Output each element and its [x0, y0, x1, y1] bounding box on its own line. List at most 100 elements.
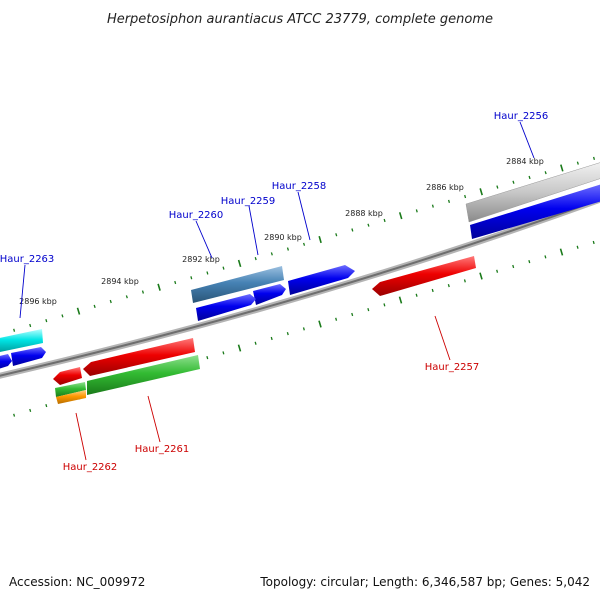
major-tick	[559, 248, 564, 256]
gene-haur-2261-feature[interactable]	[87, 355, 200, 395]
major-tick	[318, 320, 322, 328]
gene-label-haur-2260[interactable]: Haur_2260	[169, 210, 224, 221]
minor-tick	[544, 171, 547, 175]
gene-haur-2261-cds[interactable]	[83, 338, 195, 376]
tick-label: 2892 kbp	[182, 255, 220, 264]
minor-tick	[254, 257, 257, 261]
minor-tick	[109, 299, 112, 304]
minor-tick	[13, 328, 16, 332]
gene-haur-2263-feature[interactable]	[0, 329, 43, 353]
gene-haur-2259-cds[interactable]	[253, 284, 286, 305]
minor-tick	[496, 185, 499, 189]
minor-tick	[415, 293, 418, 297]
minor-tick	[528, 260, 531, 264]
minor-tick	[544, 255, 547, 259]
gene-label-haur-2256[interactable]: Haur_2256	[494, 111, 549, 122]
gene-label-haur-2258[interactable]: Haur_2258	[272, 181, 327, 192]
gene-haur-2262-feature[interactable]	[55, 382, 86, 404]
minor-tick	[351, 312, 354, 317]
gene-label-haur-2262[interactable]: Haur_2262	[63, 462, 118, 473]
gene-haur-2264-cds	[0, 354, 12, 369]
map-title: Herpetosiphon aurantiacus ATCC 23779, co…	[107, 12, 493, 27]
minor-tick	[190, 276, 193, 280]
minor-tick	[93, 304, 96, 308]
minor-tick	[222, 266, 225, 270]
accession-text: Accession: NC_009972	[9, 575, 145, 589]
gene-haur-2257-cds[interactable]	[372, 256, 476, 296]
inner-tick-row	[13, 240, 595, 417]
minor-tick	[431, 204, 434, 208]
minor-tick	[576, 161, 579, 165]
gene-label-haur-2263[interactable]: Haur_2263	[0, 254, 54, 265]
major-tick	[398, 212, 403, 220]
minor-tick	[335, 233, 338, 237]
tick-label: 2896 kbp	[19, 297, 57, 306]
gene-haur-2260-feature[interactable]	[191, 266, 284, 303]
major-tick	[76, 307, 81, 315]
tick-label: 2888 kbp	[345, 209, 383, 218]
minor-tick	[286, 247, 290, 251]
minor-tick	[512, 264, 515, 269]
major-tick	[398, 296, 403, 304]
minor-tick	[61, 314, 64, 318]
major-tick	[157, 283, 161, 291]
gene-haur-2258-cds[interactable]	[288, 265, 355, 295]
gene-label-haur-2259[interactable]: Haur_2259	[221, 196, 276, 207]
minor-tick	[206, 271, 209, 275]
genome-backbone-shade	[0, 198, 600, 377]
minor-tick	[576, 245, 579, 249]
tick-label: 2884 kbp	[506, 157, 544, 166]
minor-tick	[302, 327, 305, 331]
minor-tick	[383, 218, 386, 223]
minor-tick	[592, 240, 595, 245]
tick-label: 2890 kbp	[264, 233, 302, 242]
gene-label-haur-2257[interactable]: Haur_2257	[425, 362, 480, 373]
tick-label: 2894 kbp	[101, 277, 139, 286]
minor-tick	[415, 209, 418, 213]
minor-tick	[222, 351, 225, 355]
minor-tick	[270, 336, 273, 341]
minor-tick	[512, 180, 515, 184]
minor-tick	[206, 356, 209, 360]
minor-tick	[29, 408, 32, 412]
minor-tick	[125, 295, 128, 299]
gene-haur-2263-cds[interactable]	[11, 347, 46, 366]
minor-tick	[383, 303, 386, 307]
minor-tick	[286, 332, 289, 336]
minor-tick	[174, 280, 177, 285]
major-tick	[237, 344, 242, 352]
minor-tick	[367, 308, 370, 312]
minor-tick	[367, 223, 370, 227]
tick-label: 2886 kbp	[426, 183, 464, 192]
minor-tick	[431, 288, 434, 293]
major-tick	[237, 259, 242, 268]
gene-haur-2256-cds[interactable]	[470, 184, 600, 239]
minor-tick	[29, 323, 32, 328]
minor-tick	[45, 319, 48, 323]
minor-tick	[141, 290, 145, 294]
minor-tick	[464, 194, 467, 199]
minor-tick	[496, 269, 499, 273]
minor-tick	[592, 156, 596, 160]
minor-tick	[302, 242, 306, 246]
genome-summary-text: Topology: circular; Length: 6,346,587 bp…	[259, 575, 590, 589]
major-tick	[318, 235, 322, 244]
gene-label-haur-2261[interactable]: Haur_2261	[135, 444, 190, 455]
major-tick	[479, 272, 483, 280]
minor-tick	[351, 228, 354, 232]
minor-tick	[270, 252, 273, 256]
major-tick	[560, 164, 564, 172]
minor-tick	[463, 279, 466, 283]
gene-haur-2256-feature[interactable]	[465, 162, 600, 223]
major-tick	[479, 188, 483, 196]
gene-haur-2260-cds[interactable]	[196, 294, 256, 321]
minor-tick	[447, 284, 450, 288]
minor-tick	[45, 404, 48, 408]
minor-tick	[254, 341, 257, 345]
gene-haur-2262-cds[interactable]	[53, 367, 82, 385]
minor-tick	[528, 175, 531, 180]
minor-tick	[447, 199, 451, 203]
label-leader-lines	[19, 121, 535, 461]
minor-tick	[335, 317, 338, 321]
